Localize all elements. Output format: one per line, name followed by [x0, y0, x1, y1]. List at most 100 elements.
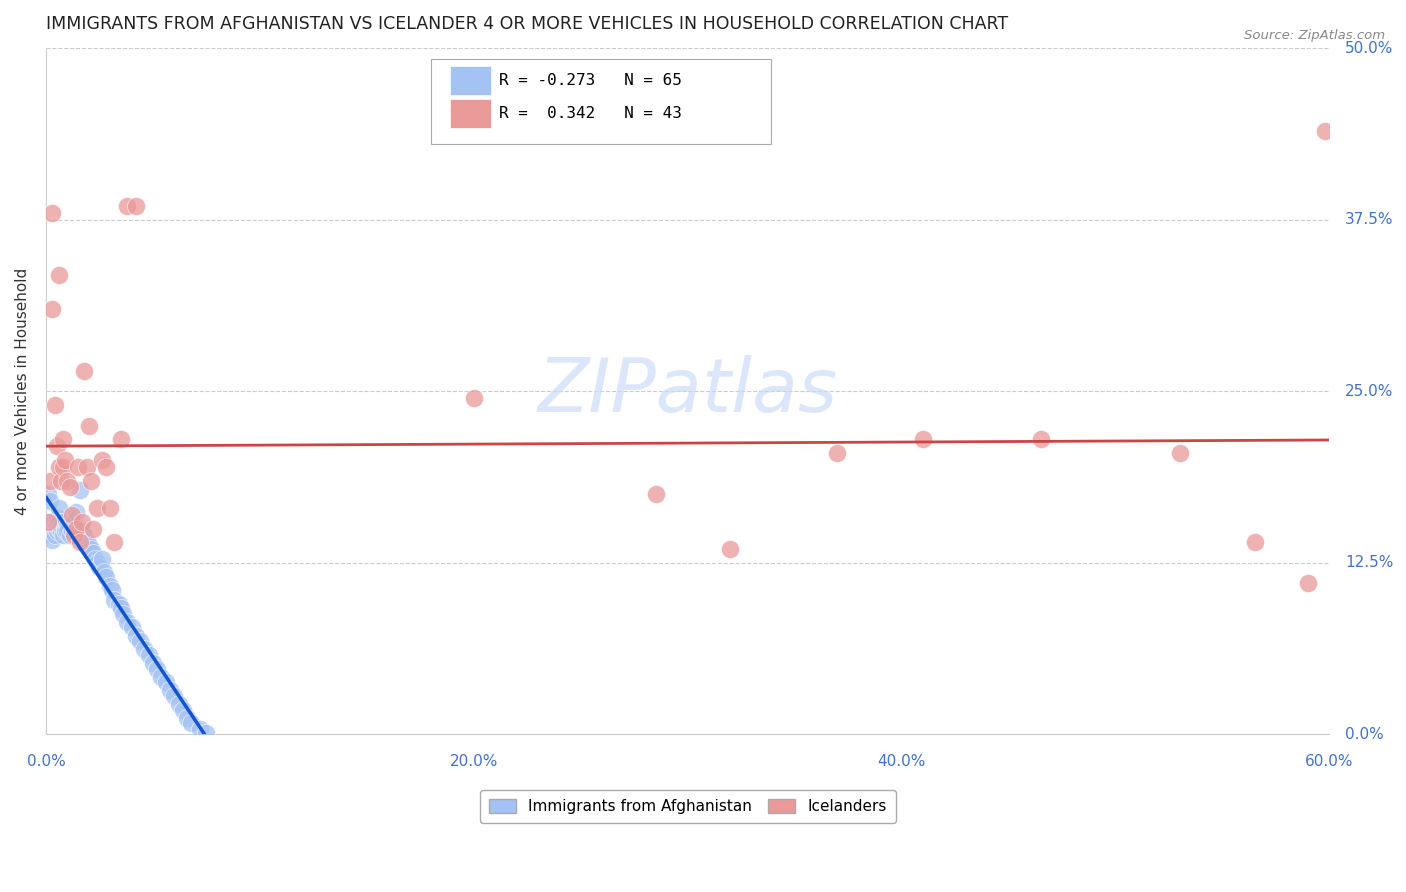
Text: 50.0%: 50.0% [1344, 41, 1393, 56]
Point [1029, 433, 1052, 447]
Point [41, 206, 63, 220]
Point [53, 522, 76, 536]
Point [41, 528, 63, 542]
Point [125, 199, 148, 213]
Point [80, 542, 103, 557]
Point [134, 642, 156, 657]
Text: 40.0%: 40.0% [877, 754, 925, 769]
Point [77, 418, 100, 433]
Point [117, 199, 139, 213]
Point [110, 433, 132, 447]
Point [172, 703, 194, 717]
Point [644, 487, 666, 501]
Text: 12.5%: 12.5% [1344, 556, 1393, 570]
Point [48, 522, 70, 536]
FancyBboxPatch shape [450, 66, 491, 95]
Point [41, 533, 63, 547]
Text: ZIPatlas: ZIPatlas [537, 355, 838, 427]
Point [56, 524, 79, 539]
Point [67, 459, 90, 474]
Point [65, 522, 87, 536]
Point [76, 535, 98, 549]
Point [49, 474, 72, 488]
Point [110, 601, 132, 615]
Text: IMMIGRANTS FROM AFGHANISTAN VS ICELANDER 4 OR MORE VEHICLES IN HOUSEHOLD CORRELA: IMMIGRANTS FROM AFGHANISTAN VS ICELANDER… [46, 15, 1008, 33]
Point [52, 515, 75, 529]
Point [188, 722, 211, 736]
Point [90, 551, 112, 566]
Point [121, 620, 143, 634]
Point [44, 528, 66, 542]
Text: 60.0%: 60.0% [1305, 754, 1354, 769]
Point [52, 433, 75, 447]
Point [72, 515, 94, 529]
Point [159, 683, 181, 698]
Point [155, 675, 177, 690]
Point [58, 528, 80, 542]
Point [107, 597, 129, 611]
Point [60, 508, 83, 522]
FancyBboxPatch shape [432, 59, 770, 145]
Point [65, 505, 87, 519]
Point [180, 716, 202, 731]
Point [103, 535, 125, 549]
Point [41, 302, 63, 317]
Point [45, 519, 67, 533]
FancyBboxPatch shape [450, 99, 491, 128]
Text: 0.0%: 0.0% [1344, 727, 1384, 742]
Point [73, 364, 96, 378]
Point [49, 519, 72, 533]
Point [827, 446, 849, 460]
Y-axis label: 4 or more Vehicles in Household: 4 or more Vehicles in Household [15, 268, 30, 515]
Point [86, 501, 108, 516]
Point [39, 474, 62, 488]
Point [53, 453, 76, 467]
Point [1296, 576, 1319, 591]
Point [45, 439, 67, 453]
Point [77, 538, 100, 552]
Point [67, 528, 90, 542]
Text: R = -0.273   N = 65: R = -0.273 N = 65 [499, 73, 682, 88]
Point [62, 528, 84, 542]
Point [73, 528, 96, 542]
Text: Source: ZipAtlas.com: Source: ZipAtlas.com [1244, 29, 1385, 42]
Point [89, 560, 111, 574]
Point [1243, 535, 1265, 549]
Point [62, 522, 84, 536]
Point [37, 487, 59, 501]
Point [45, 510, 67, 524]
Point [82, 522, 104, 536]
Point [90, 453, 112, 467]
Point [45, 524, 67, 539]
Point [1313, 124, 1336, 138]
Point [101, 583, 124, 598]
Point [138, 648, 160, 662]
Point [44, 398, 66, 412]
Legend: Immigrants from Afghanistan, Icelanders: Immigrants from Afghanistan, Icelanders [479, 790, 896, 823]
Point [76, 459, 98, 474]
Point [117, 615, 139, 629]
Text: 25.0%: 25.0% [1344, 384, 1393, 399]
Point [163, 689, 186, 703]
Point [142, 656, 165, 670]
Point [49, 524, 72, 539]
Point [1168, 446, 1191, 460]
Point [69, 483, 91, 498]
Point [80, 474, 103, 488]
Point [52, 528, 75, 542]
Point [53, 524, 76, 539]
Point [41, 524, 63, 539]
Point [82, 546, 104, 560]
Point [48, 515, 70, 529]
Point [37, 515, 59, 529]
Point [98, 579, 121, 593]
Point [150, 670, 173, 684]
Point [93, 566, 115, 580]
Point [56, 519, 79, 533]
Point [103, 593, 125, 607]
Point [44, 522, 66, 536]
Point [195, 726, 218, 740]
Point [463, 391, 485, 405]
Point [98, 501, 121, 516]
Point [48, 459, 70, 474]
